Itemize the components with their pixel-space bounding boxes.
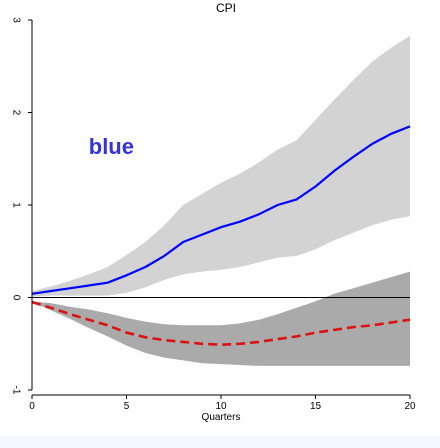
x-axis-title: Quarters	[202, 412, 241, 423]
y-tick-label: 0	[10, 295, 21, 301]
bottom-strip	[0, 436, 440, 448]
cpi-chart: -1 0 1 2 3 0 5 10 15 20 Quarters CPI blue	[10, 1, 416, 423]
x-tick-label: 5	[124, 401, 130, 412]
chart-title: CPI	[216, 1, 236, 15]
axes	[28, 19, 411, 399]
y-tick-label: 2	[10, 110, 21, 116]
y-tick-label: 3	[10, 17, 21, 23]
series-line-2	[31, 300, 411, 347]
x-tick-label: 15	[310, 401, 322, 412]
x-tick-label: 20	[404, 401, 416, 412]
confidence-bands	[32, 35, 410, 366]
x-tick-label: 10	[215, 401, 227, 412]
y-tick-label: 1	[10, 202, 21, 208]
confidence-band-1	[32, 35, 410, 297]
series-lines	[31, 125, 411, 347]
confidence-band-2	[32, 271, 410, 366]
chart-texts: -1 0 1 2 3 0 5 10 15 20 Quarters CPI blue	[10, 1, 416, 423]
y-tick-label: -1	[10, 386, 21, 395]
x-tick-label: 0	[29, 401, 35, 412]
series-line-1	[31, 125, 411, 295]
annotation-label: blue	[89, 134, 134, 159]
